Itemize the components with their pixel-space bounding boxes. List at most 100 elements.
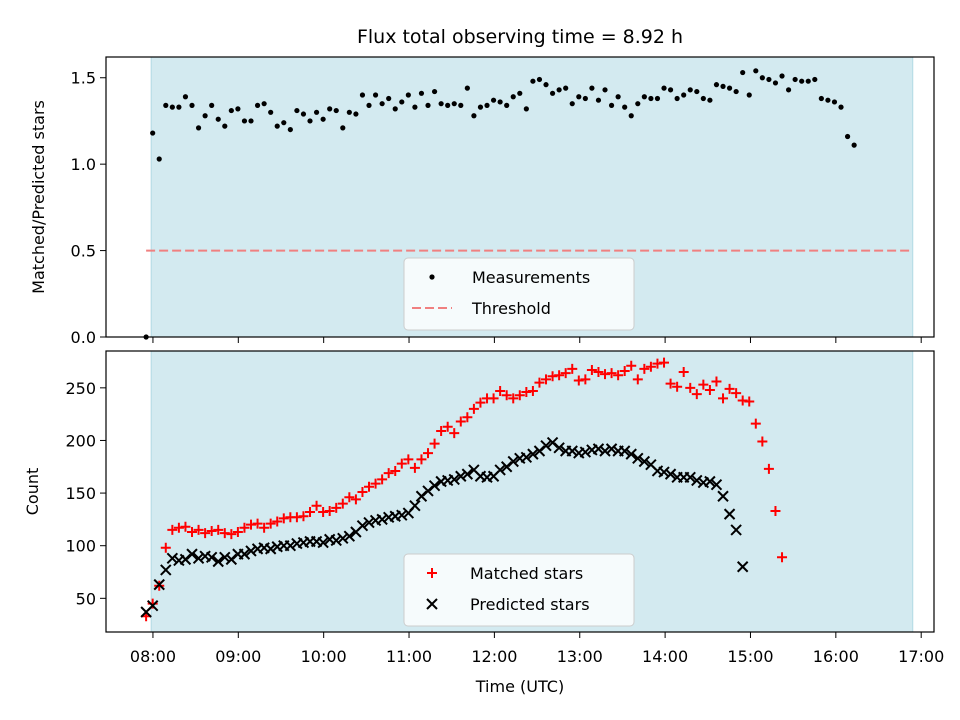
x-tick-label: 14:00 (642, 647, 688, 666)
matched-star-point (501, 390, 512, 401)
measurement-point (241, 118, 248, 124)
predicted-star-point (691, 474, 703, 487)
measurement-point (340, 125, 346, 131)
matched-star-point (337, 498, 348, 509)
matched-star-point (560, 368, 571, 379)
matched-star-point (586, 364, 597, 375)
matched-star-point (593, 367, 604, 378)
measurement-point (595, 97, 602, 103)
x-axis-label: Time (UTC) (475, 677, 564, 696)
measurement-point (681, 92, 687, 98)
legend-label: Matched stars (470, 564, 583, 583)
matched-star-point (259, 522, 270, 533)
measurement-point (648, 95, 654, 102)
matched-star-point (423, 448, 434, 459)
measurement-point (431, 88, 438, 95)
matched-star-point (685, 382, 696, 393)
predicted-star-point (592, 443, 605, 455)
measurement-point (484, 102, 490, 108)
measurement-point (379, 101, 385, 107)
matched-star-point (645, 361, 656, 372)
y-tick-label: 0.5 (71, 242, 96, 261)
matched-star-point (377, 474, 388, 485)
measurement-point (268, 109, 274, 115)
matched-star-point (160, 542, 171, 553)
matched-star-point (718, 393, 729, 404)
measurement-point (202, 113, 208, 119)
y-tick-label: 1.5 (71, 69, 96, 88)
matched-star-point (777, 552, 788, 563)
matched-star-point (639, 363, 650, 374)
matched-star-point (396, 458, 407, 469)
matched-star-point (331, 502, 342, 513)
matched-star-point (652, 358, 663, 369)
y-tick-label: 150 (65, 484, 96, 503)
measurement-point (150, 130, 156, 136)
predicted-star-point (461, 468, 474, 480)
matched-star-point (711, 376, 722, 387)
matched-star-point (744, 396, 755, 407)
matched-star-point (737, 395, 748, 406)
legend-box (403, 553, 635, 627)
measurement-point (785, 87, 792, 93)
measurement-point (694, 88, 700, 95)
legend-label: Predicted stars (470, 595, 590, 614)
measurement-point (582, 95, 588, 102)
measurement-point (740, 69, 746, 76)
predicted-star-point (540, 440, 552, 452)
matched-star-point (311, 500, 322, 511)
matched-star-point (554, 370, 565, 381)
matched-star-point (252, 518, 263, 529)
measurement-point (307, 118, 313, 124)
matched-star-point (691, 389, 702, 400)
measurement-point (182, 94, 189, 100)
y-tick-label: 200 (65, 431, 96, 450)
matched-star-point (291, 512, 302, 523)
matched-star-point (370, 478, 381, 489)
measurement-point (805, 78, 811, 84)
matched-star-point (534, 377, 545, 388)
measurement-point (641, 94, 647, 100)
matched-star-point (665, 378, 676, 389)
matched-star-point (167, 524, 178, 535)
predicted-star-point (605, 443, 618, 455)
measurement-point (386, 95, 392, 102)
measurement-point (176, 104, 182, 110)
measurement-point (622, 104, 628, 110)
matched-star-point (757, 436, 768, 447)
measurement-point (248, 118, 254, 124)
measurement-point (530, 78, 536, 84)
matched-star-point (278, 513, 289, 524)
matched-star-point (527, 385, 538, 396)
matched-star-point (672, 381, 683, 392)
measurement-point (353, 111, 359, 117)
predicted-star-point (245, 545, 257, 557)
measurement-point (366, 102, 372, 108)
matched-star-point (580, 374, 591, 385)
measurement-point (425, 102, 431, 108)
measurement-point (392, 106, 398, 112)
matched-star-point (409, 462, 420, 473)
measurement-point (346, 109, 352, 115)
legend: Matched stars Predicted stars (403, 553, 635, 627)
matched-star-point (436, 425, 447, 436)
x-tick-label: 15:00 (727, 647, 773, 666)
measurement-point (359, 92, 366, 98)
measurement-point (458, 102, 464, 108)
matched-star-point (731, 388, 742, 399)
matched-star-point (390, 465, 401, 476)
measurement-point (726, 85, 733, 91)
matched-star-point (514, 390, 525, 401)
matched-star-point (462, 412, 473, 423)
measurement-point (563, 85, 569, 91)
matched-star-point (193, 524, 204, 535)
predicted-star-point (284, 539, 297, 552)
measurement-point (825, 97, 831, 103)
predicted-star-point (632, 452, 644, 465)
measurement-point (281, 120, 287, 126)
matched-star-point (770, 505, 781, 516)
legend-matched-marker (427, 568, 437, 578)
measurement-point (812, 76, 818, 83)
matched-star-point (206, 525, 217, 536)
measurement-point (844, 133, 851, 140)
